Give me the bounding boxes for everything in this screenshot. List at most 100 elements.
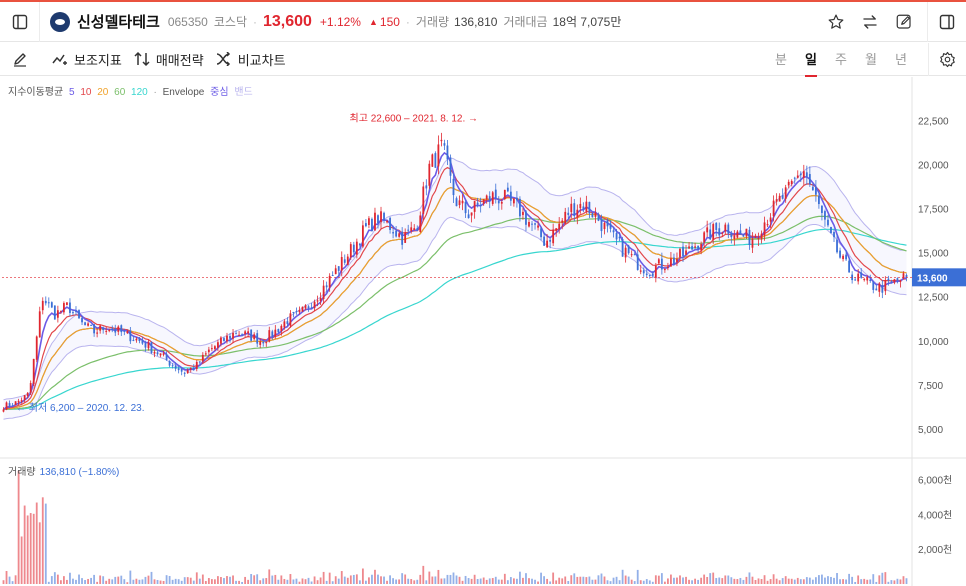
volume-bar <box>78 574 80 584</box>
volume-bar <box>81 578 83 584</box>
volume-bar <box>247 579 250 584</box>
volume-bar <box>319 577 322 584</box>
tab-year[interactable]: 년 <box>895 52 907 67</box>
volume-bar <box>235 580 237 584</box>
candle-body <box>340 257 343 271</box>
stock-name[interactable]: 신성델타테크 <box>77 14 160 31</box>
aux-indicator-button[interactable]: 보조지표 <box>52 50 122 69</box>
candle-body <box>473 201 476 212</box>
candle-body <box>525 211 527 225</box>
volume-bar <box>446 574 449 584</box>
volume-bar <box>660 573 663 584</box>
candle-body <box>739 230 742 235</box>
edit-icon[interactable] <box>887 2 921 42</box>
volume-bar <box>872 574 875 584</box>
volume-bar <box>217 576 219 584</box>
volume-bar <box>615 576 618 584</box>
volume-bar <box>775 578 778 584</box>
candle-body <box>781 194 784 199</box>
candle-body <box>799 173 802 176</box>
volume-bar <box>709 573 712 584</box>
candle-body <box>47 302 50 304</box>
candle-body <box>827 219 829 226</box>
volume-bar <box>748 572 751 584</box>
candle-body <box>509 191 512 201</box>
stock-chart[interactable]: 5,000 7,500 10,000 12,500 15,000 17,500 20,000… <box>0 77 966 586</box>
candle-body <box>117 326 120 332</box>
candle-body <box>29 383 32 393</box>
volume-bar <box>464 575 467 584</box>
stock-code: 065350 <box>167 14 208 29</box>
current-price-tag <box>912 268 966 287</box>
tab-month[interactable]: 월 <box>865 52 877 67</box>
candle-body <box>546 240 549 248</box>
volume-bar <box>358 580 361 584</box>
sidebar-toggle-icon[interactable] <box>0 1 40 42</box>
volume-bar <box>310 581 313 584</box>
candle-body <box>654 265 657 278</box>
pen-icon[interactable] <box>0 43 40 76</box>
candle-body <box>528 222 530 227</box>
volume-bar <box>519 571 521 584</box>
candle-body <box>588 201 591 213</box>
volume-tick-label: 2,000천 <box>918 544 952 556</box>
volume-bar <box>129 570 132 584</box>
volume-bar <box>331 581 334 584</box>
candle-body <box>298 309 301 313</box>
volume-bar <box>256 574 259 584</box>
volume-bar <box>368 577 370 584</box>
swap-icon[interactable] <box>853 2 887 42</box>
candle-body <box>830 226 832 234</box>
tab-day[interactable]: 일 <box>796 43 826 77</box>
candle-body <box>268 330 271 342</box>
volume-bar <box>543 576 545 584</box>
tab-week[interactable]: 주 <box>835 52 847 67</box>
indicator-legend[interactable]: 지수이동평균 5 10 20 60 120 · Envelope 중심 밴드 <box>8 83 256 98</box>
candle-body <box>87 323 89 326</box>
candle-body <box>63 303 65 313</box>
candle-body <box>591 213 594 218</box>
volume-bar <box>627 576 630 584</box>
candle-body <box>645 273 648 275</box>
legend-separator: · <box>153 87 157 98</box>
volume-bar <box>576 576 579 584</box>
trade-strategy-button[interactable]: 매매전략 <box>134 50 204 69</box>
candle-body <box>238 334 240 336</box>
stock-header: 신성델타테크 065350 코스닥 · 13,600 +1.12% ▲ 150 … <box>0 1 966 42</box>
volume-bar <box>691 580 693 584</box>
tab-minute[interactable]: 분 <box>775 52 787 67</box>
candle-body <box>398 233 401 237</box>
volume-bar <box>642 580 645 584</box>
candle-body <box>715 222 718 230</box>
gear-icon[interactable] <box>928 43 966 76</box>
volume-bar <box>141 579 144 584</box>
volume-bar <box>377 574 379 584</box>
candle-body <box>66 302 68 305</box>
volume-bar <box>482 577 485 584</box>
candle-body <box>361 225 364 247</box>
volume-bar <box>654 575 657 584</box>
candle-body <box>44 300 47 304</box>
compare-chart-button[interactable]: 비교차트 <box>216 50 286 69</box>
candle-body <box>280 325 283 332</box>
volume-bar <box>87 578 89 584</box>
candle-body <box>461 200 464 204</box>
panel-icon[interactable] <box>928 2 966 42</box>
volume-bar <box>283 578 286 584</box>
volume-bar <box>289 574 292 584</box>
volume-bar <box>558 577 561 584</box>
star-icon[interactable] <box>819 2 853 42</box>
candle-body <box>177 368 180 371</box>
volume-bar <box>99 575 102 584</box>
price-chart-canvas[interactable]: 5,000 7,500 10,000 12,500 15,000 17,500 20,000… <box>0 77 966 586</box>
volume-bar <box>413 580 416 584</box>
volume-bar <box>63 576 65 584</box>
candle-body <box>522 211 524 215</box>
volume-bar <box>863 578 866 584</box>
volume-bar <box>697 579 700 584</box>
candle-body <box>887 278 890 281</box>
candle-body <box>380 211 382 223</box>
candle-body <box>667 266 669 268</box>
volume-bar <box>392 578 394 584</box>
candle-body <box>416 228 419 231</box>
